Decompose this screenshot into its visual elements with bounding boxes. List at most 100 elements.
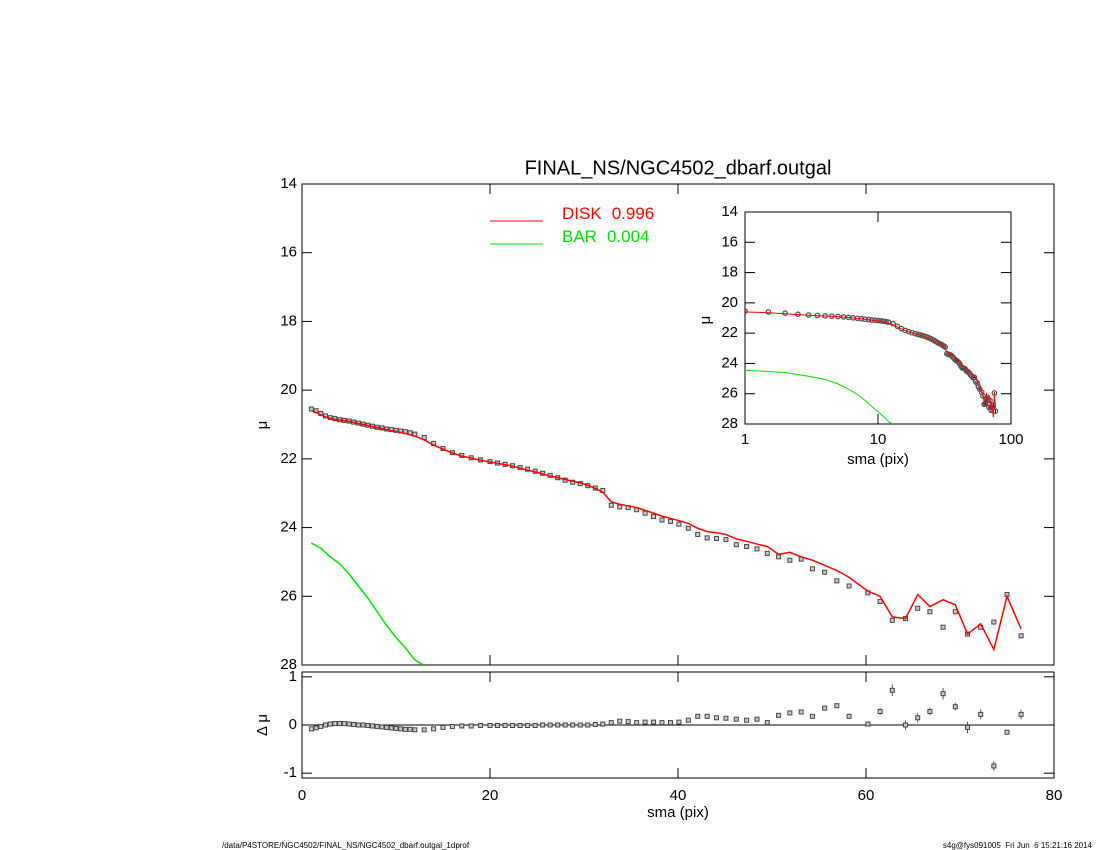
residual-point	[407, 726, 413, 732]
data-point	[991, 619, 997, 625]
y-tick-label: 20	[280, 381, 297, 398]
y-tick-label: 28	[280, 656, 297, 673]
inset-area	[745, 308, 999, 424]
data-point	[659, 517, 665, 523]
data-point	[940, 624, 946, 630]
y-tick-label: 18	[280, 312, 297, 329]
y-tick-label: 28	[721, 415, 738, 432]
y-tick-label: 24	[721, 354, 738, 371]
residual-point	[360, 722, 366, 728]
y-axis-label: μ	[697, 316, 714, 325]
residual-point	[776, 712, 782, 718]
chart-title: FINAL_NS/NGC4502_dbarf.outgal	[525, 157, 832, 179]
residual-point	[877, 709, 883, 715]
residual-point	[313, 725, 319, 731]
residual-point	[667, 720, 673, 726]
residual-point	[659, 720, 665, 726]
residual-point	[600, 721, 606, 727]
residual-point	[927, 709, 933, 715]
legend-value: 0.004	[607, 227, 650, 246]
residual-point	[965, 724, 971, 730]
residual-point	[351, 722, 357, 728]
residual-point	[991, 763, 997, 769]
residual-point	[798, 709, 804, 715]
y-axis-label: Δ μ	[254, 714, 271, 736]
x-tick-label: 40	[670, 787, 687, 804]
residual-point	[393, 725, 399, 731]
residual-point	[822, 705, 828, 711]
residual-point	[402, 726, 408, 732]
inset-point	[765, 309, 772, 315]
data-point	[667, 518, 673, 524]
residual-point	[642, 719, 648, 725]
residual-point	[733, 716, 739, 722]
residual-point	[952, 704, 958, 710]
y-tick-label: 26	[721, 385, 738, 402]
residual-point	[517, 722, 523, 728]
residual-point	[834, 703, 840, 709]
residual-point	[468, 723, 474, 729]
legend-value: 0.996	[612, 204, 655, 223]
residual-point	[379, 724, 385, 730]
x-tick-label: 20	[482, 787, 499, 804]
inset-model-line	[745, 369, 893, 424]
residual-point	[902, 722, 908, 728]
inset-model-line	[745, 311, 997, 418]
inset-point	[905, 328, 912, 335]
data-point	[787, 557, 793, 563]
x-tick-label: 1	[741, 431, 749, 448]
plot-area	[308, 406, 1024, 665]
residual-point	[1018, 711, 1024, 717]
x-axis-label: sma (pix)	[647, 804, 709, 821]
residual-point	[978, 711, 984, 717]
legend-name: BAR	[562, 227, 597, 246]
residual-point	[341, 721, 347, 727]
residual-point	[327, 721, 333, 727]
data-point	[714, 536, 720, 542]
footer-left: /data/P4STORE/NGC4502/FINAL_NS/NGC4502_d…	[222, 841, 470, 850]
y-tick-label: 26	[280, 587, 297, 604]
residual-point	[865, 721, 871, 727]
x-tick-label: 100	[998, 431, 1023, 448]
residual-point	[532, 722, 538, 728]
y-tick-label: 22	[280, 450, 297, 467]
data-point	[754, 546, 760, 552]
residual-point	[608, 720, 614, 726]
data-point	[889, 617, 895, 623]
residual-point	[384, 724, 390, 730]
residual-point	[685, 717, 691, 723]
y-axis-label: μ	[254, 421, 271, 430]
residual-point	[940, 691, 946, 697]
y-tick-label: 20	[721, 294, 738, 311]
y-tick-label: 14	[721, 203, 738, 220]
residual-point	[676, 719, 682, 725]
y-tick-label: 16	[721, 233, 738, 250]
residual-point	[1004, 729, 1010, 735]
residual-point	[440, 724, 446, 730]
residual-point	[787, 710, 793, 716]
residual-point	[388, 725, 394, 731]
residual-point	[370, 723, 375, 729]
residual-point	[562, 722, 568, 728]
data-point	[617, 504, 623, 510]
data-point	[733, 542, 739, 548]
x-tick-label: 10	[870, 431, 887, 448]
model-line	[311, 410, 1022, 652]
residual-point	[374, 723, 380, 729]
model-line	[311, 542, 424, 665]
data-point	[723, 537, 729, 543]
y-tick-label: 1	[289, 668, 297, 685]
y-tick-label: -1	[284, 764, 297, 781]
x-tick-label: 0	[298, 787, 306, 804]
residual-point	[449, 723, 455, 729]
data-point	[834, 578, 840, 584]
data-point	[877, 598, 883, 604]
data-point	[915, 605, 921, 611]
data-point	[685, 525, 691, 531]
data-point	[744, 543, 750, 549]
residual-point	[704, 713, 710, 719]
data-point	[822, 569, 828, 575]
x-tick-label: 80	[1046, 787, 1063, 804]
data-point	[704, 535, 710, 541]
